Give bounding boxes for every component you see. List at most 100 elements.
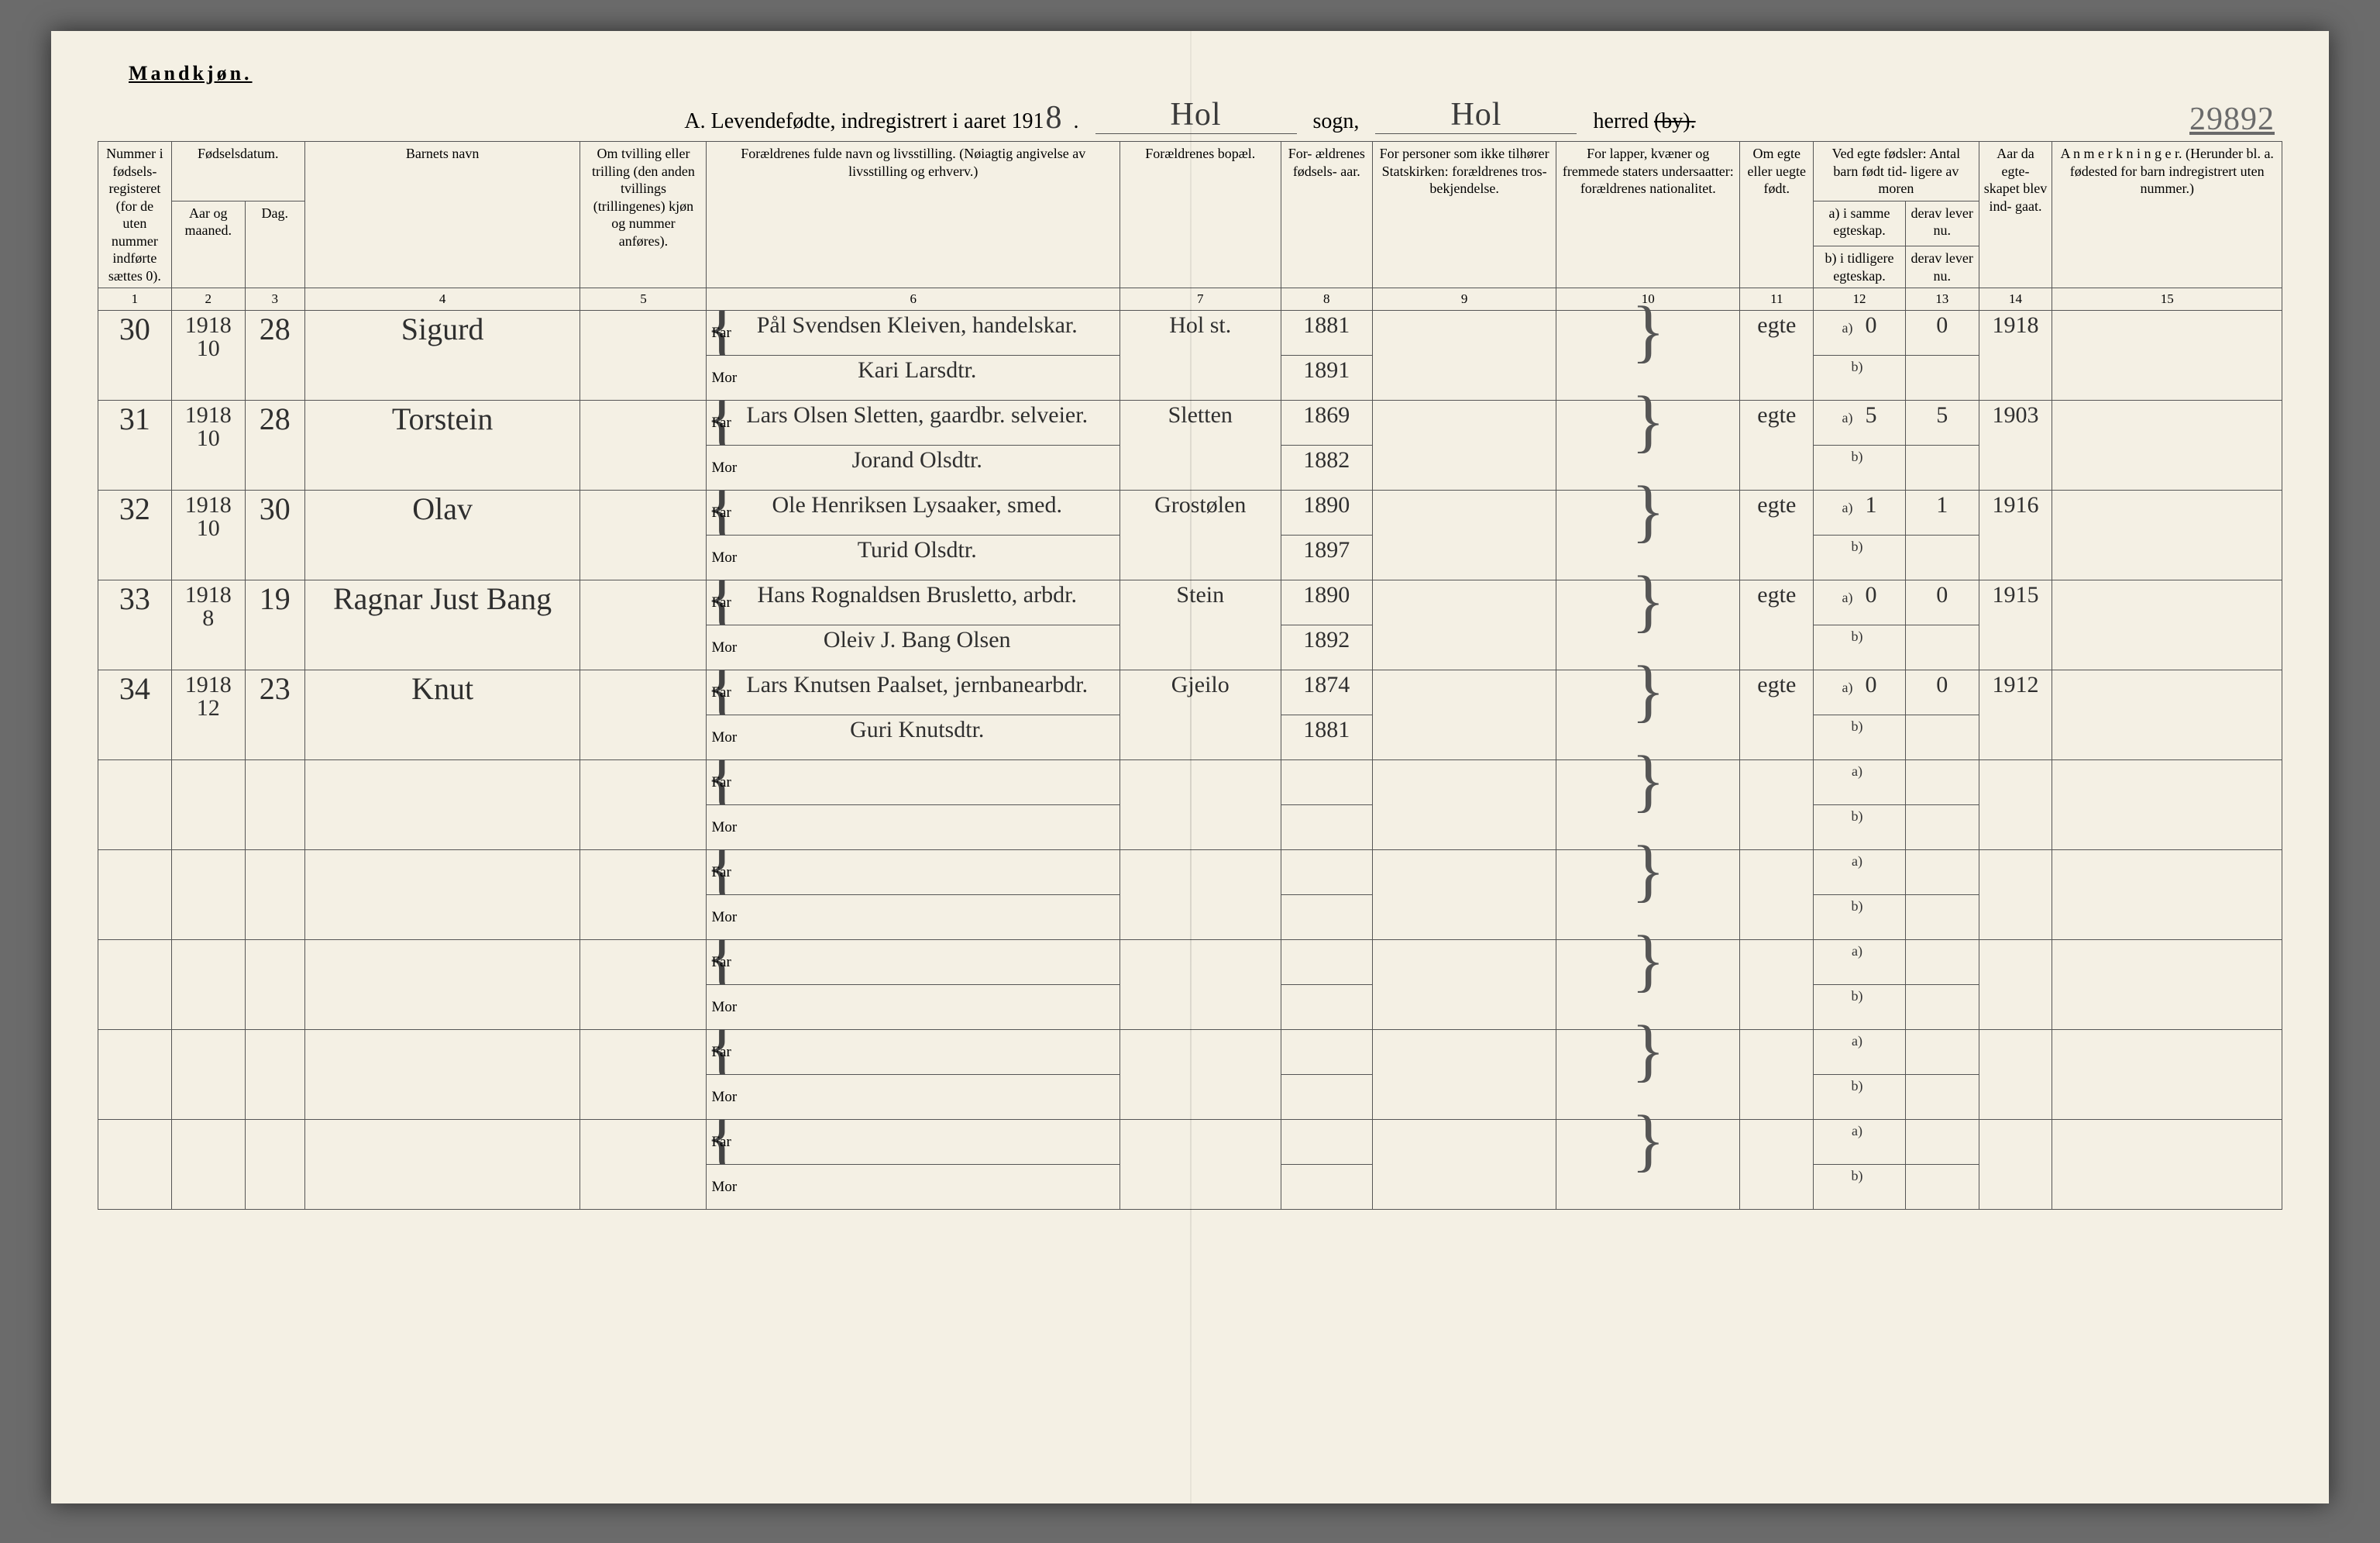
cell-ym: 191812 — [171, 670, 245, 760]
mor-label: Mor — [711, 729, 737, 746]
hdr-15: A n m e r k n i n g e r. (Herunder bl. a… — [2052, 142, 2282, 288]
cell-mar: 1918 — [1979, 311, 2052, 401]
record-row-far: 3019181028Sigurd{FarPål Svendsen Kleiven… — [98, 311, 2282, 356]
cell-day: 30 — [245, 491, 304, 580]
cell-far: {FarLars Olsen Sletten, gaardbr. selveie… — [707, 401, 1120, 446]
cell-b: b) — [1814, 356, 1906, 401]
hdr-13b: derav lever nu. — [1905, 246, 1979, 288]
cell-twin — [580, 580, 707, 670]
colnum: 6 — [707, 288, 1120, 311]
cell-res: Grostølen — [1120, 491, 1281, 580]
colnum: 5 — [580, 288, 707, 311]
title-year-digit: 8 — [1046, 100, 1063, 136]
cell-name: Sigurd — [304, 311, 580, 401]
colnum: 9 — [1373, 288, 1556, 311]
cell-ym: 191810 — [171, 401, 245, 491]
cell-yr-mor: 1892 — [1281, 625, 1373, 670]
cell-day: 28 — [245, 401, 304, 491]
cell-b: b) — [1814, 446, 1906, 491]
cell-num: 30 — [98, 311, 172, 401]
colnum: 15 — [2052, 288, 2282, 311]
cell-yr-far: 1890 — [1281, 491, 1373, 536]
blank-row-far: {Far}a) — [98, 1120, 2282, 1165]
cell-a: a)0 — [1814, 580, 1906, 625]
cell-name: Olav — [304, 491, 580, 580]
cell-num: 33 — [98, 580, 172, 670]
cell-yr-far: 1874 — [1281, 670, 1373, 715]
cell-rel — [1373, 491, 1556, 580]
cell-yr-far: 1869 — [1281, 401, 1373, 446]
cell-rem — [2052, 580, 2282, 670]
cell-a2: 5 — [1905, 401, 1979, 446]
cell-num: 34 — [98, 670, 172, 760]
register-table: Nummer i fødsels- registeret (for de ute… — [98, 141, 2282, 1210]
cell-rel — [1373, 401, 1556, 491]
cell-a: a)1 — [1814, 491, 1906, 536]
cell-mor: MorOleiv J. Bang Olsen — [707, 625, 1120, 670]
cell-mor: MorGuri Knutsdtr. — [707, 715, 1120, 760]
colnum: 1 — [98, 288, 172, 311]
cell-b2 — [1905, 715, 1979, 760]
blank-row-far: {Far}a) — [98, 940, 2282, 985]
cell-a: a)0 — [1814, 311, 1906, 356]
title-line: A. Levendefødte, indregistrert i aaret 1… — [98, 99, 2282, 136]
record-row-far: 3419181223Knut{FarLars Knutsen Paalset, … — [98, 670, 2282, 715]
cell-a: a)0 — [1814, 670, 1906, 715]
record-row-far: 331918819Ragnar Just Bang{FarHans Rognal… — [98, 580, 2282, 625]
cell-res: Stein — [1120, 580, 1281, 670]
hdr-2b: Dag. — [245, 201, 304, 288]
hdr-14: Aar da egte- skapet blev ind- gaat. — [1979, 142, 2052, 288]
cell-yr-mor: 1882 — [1281, 446, 1373, 491]
cell-name: Ragnar Just Bang — [304, 580, 580, 670]
cell-a2: 1 — [1905, 491, 1979, 536]
colnum: 8 — [1281, 288, 1373, 311]
title-prefix: A. Levendefødte, indregistrert i aaret 1… — [684, 109, 1044, 134]
far-label: Far — [711, 684, 731, 701]
cell-b2 — [1905, 446, 1979, 491]
cell-leg: egte — [1740, 491, 1814, 580]
cell-yr-mor: 1897 — [1281, 536, 1373, 580]
cell-a2: 0 — [1905, 580, 1979, 625]
by-struck: (by). — [1654, 109, 1696, 133]
cell-b2 — [1905, 625, 1979, 670]
colnum: 3 — [245, 288, 304, 311]
mor-label: Mor — [711, 549, 737, 567]
cell-mor: MorJorand Olsdtr. — [707, 446, 1120, 491]
hdr-12a: a) i samme egteskap. — [1814, 201, 1906, 246]
cell-b: b) — [1814, 715, 1906, 760]
hdr-9: For personer som ikke tilhører Statskirk… — [1373, 142, 1556, 288]
hdr-12b: b) i tidligere egteskap. — [1814, 246, 1906, 288]
cell-rem — [2052, 401, 2282, 491]
cell-far: {FarOle Henriksen Lysaaker, smed. — [707, 491, 1120, 536]
colnum: 7 — [1120, 288, 1281, 311]
blank-row-far: {Far}a) — [98, 1030, 2282, 1075]
record-row-far: 3219181030Olav{FarOle Henriksen Lysaaker… — [98, 491, 2282, 536]
cell-mar: 1903 — [1979, 401, 2052, 491]
cell-mar: 1916 — [1979, 491, 2052, 580]
blank-row-far: {Far}a) — [98, 760, 2282, 805]
hdr-4: Barnets navn — [304, 142, 580, 288]
cell-twin — [580, 491, 707, 580]
cell-leg: egte — [1740, 401, 1814, 491]
cell-num: 31 — [98, 401, 172, 491]
hdr-5: Om tvilling eller trilling (den anden tv… — [580, 142, 707, 288]
mor-label: Mor — [711, 639, 737, 656]
hdr-2-top: Fødselsdatum. — [171, 142, 304, 201]
hdr-1: Nummer i fødsels- registeret (for de ute… — [98, 142, 172, 288]
cell-b2 — [1905, 536, 1979, 580]
cell-mor: MorKari Larsdtr. — [707, 356, 1120, 401]
cell-rem — [2052, 670, 2282, 760]
hdr-8: For- ældrenes fødsels- aar. — [1281, 142, 1373, 288]
cell-mar: 1912 — [1979, 670, 2052, 760]
cell-ym: 19188 — [171, 580, 245, 670]
cell-rel — [1373, 580, 1556, 670]
cell-leg: egte — [1740, 311, 1814, 401]
colnum: 13 — [1905, 288, 1979, 311]
cell-leg: egte — [1740, 580, 1814, 670]
cell-a2: 0 — [1905, 311, 1979, 356]
cell-rel — [1373, 311, 1556, 401]
mor-label: Mor — [711, 370, 737, 387]
hdr-12-top: Ved egte fødsler: Antal barn født tid- l… — [1814, 142, 1979, 201]
hdr-11: Om egte eller uegte født. — [1740, 142, 1814, 288]
colnum: 12 — [1814, 288, 1906, 311]
